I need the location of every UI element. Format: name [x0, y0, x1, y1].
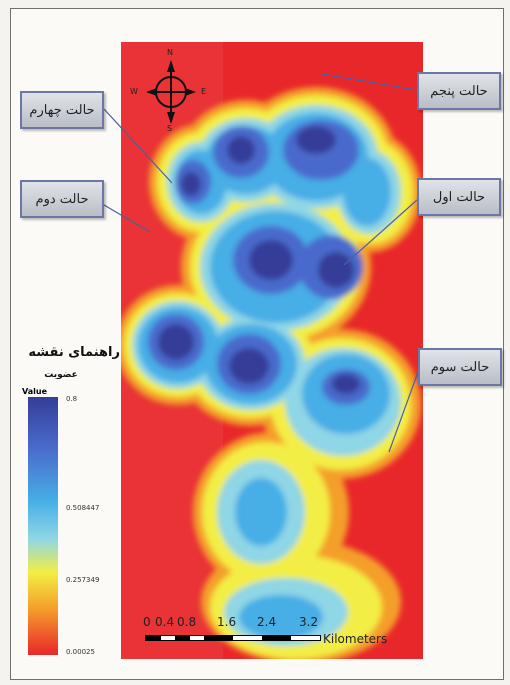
leader-case3 — [388, 371, 419, 453]
scale-track — [145, 635, 321, 641]
scale-tick-1: 0.4 — [155, 615, 175, 629]
legend-value-label: Value — [22, 387, 48, 396]
scale-bar: 0 0.4 0.8 1.6 2.4 3.2 Kilometers — [143, 615, 403, 646]
case1-label: حالت اول — [417, 178, 501, 216]
north-arrow: N S W E — [130, 48, 207, 133]
legend-tick-mid-low: 0.257349 — [66, 576, 100, 584]
membership-map — [121, 42, 423, 659]
case3-label: حالت سوم — [418, 348, 502, 386]
case4-label: حالت چهارم — [20, 91, 104, 129]
compass-w: W — [130, 87, 138, 96]
case5-label: حالت پنجم — [417, 72, 501, 110]
scale-tick-5: 3.2 — [299, 615, 319, 629]
case2-label: حالت دوم — [20, 180, 104, 218]
legend-tick-max: 0.8 — [66, 395, 78, 403]
scale-tick-0: 0 — [143, 615, 151, 629]
scale-unit: Kilometers — [323, 632, 388, 646]
compass-rose-icon — [146, 60, 196, 124]
legend-title: راهنمای نقشه — [28, 345, 120, 360]
legend-tick-mid-high: 0.508447 — [66, 504, 100, 512]
leader-case5 — [321, 73, 418, 91]
leader-case1 — [343, 199, 418, 266]
leader-case4 — [103, 108, 173, 184]
compass-e: E — [201, 87, 207, 96]
scale-tick-4: 2.4 — [257, 615, 277, 629]
legend-subtitle: عضویت — [44, 370, 78, 380]
compass-n: N — [167, 48, 173, 57]
scale-tick-3: 1.6 — [217, 615, 237, 629]
leader-case2 — [103, 204, 151, 233]
scale-tick-2: 0.8 — [177, 615, 197, 629]
legend-color-ramp — [28, 397, 58, 655]
compass-s: S — [167, 124, 173, 133]
membership-surface — [121, 42, 423, 659]
legend-tick-min: 0.00025 — [66, 648, 95, 656]
